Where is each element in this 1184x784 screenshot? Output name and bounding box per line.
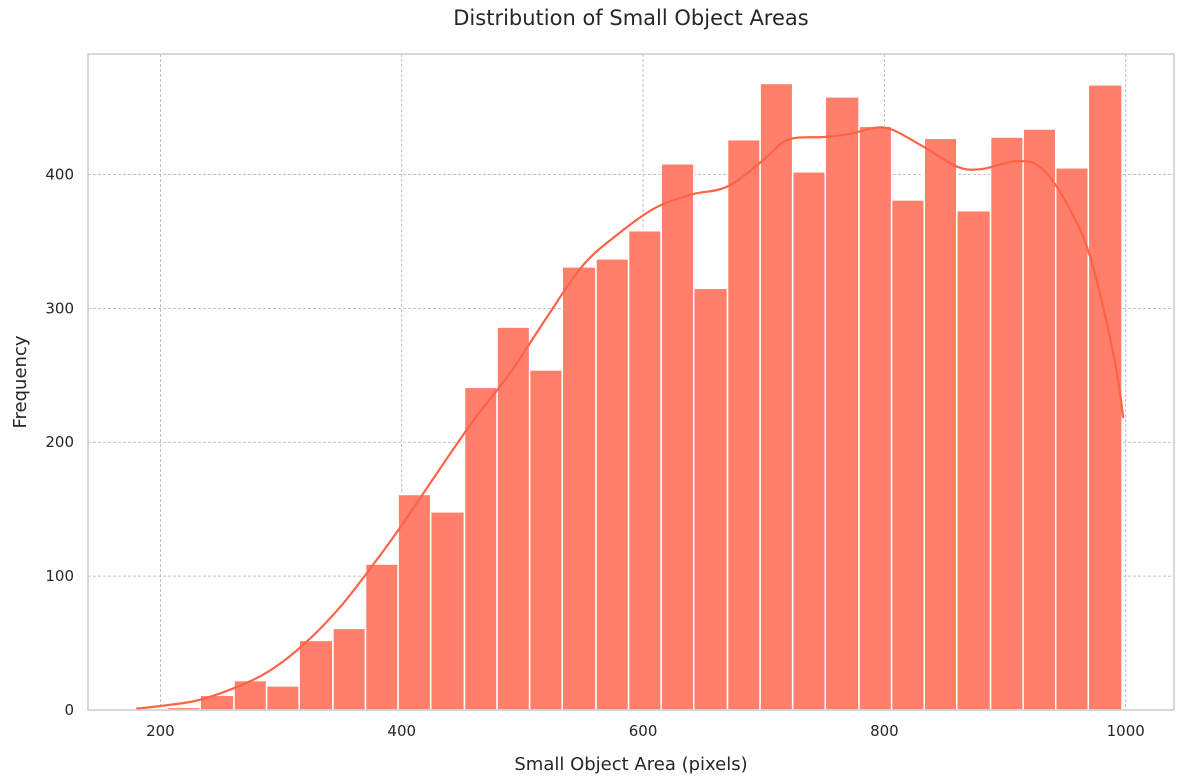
histogram-bar-24 — [923, 137, 958, 711]
histogram-bar-10 — [463, 386, 498, 711]
histogram-bar-29 — [1087, 84, 1123, 711]
x-axis-label: Small Object Area (pixels) — [514, 754, 747, 775]
y-tick-label-300: 300 — [45, 299, 74, 317]
histogram-bar-26 — [989, 136, 1024, 711]
kde-density-line — [136, 126, 1125, 710]
histogram-bar-6 — [332, 627, 367, 711]
y-tick-label-400: 400 — [45, 165, 74, 183]
y-tick-label-0: 0 — [64, 701, 74, 719]
histogram-bar-14 — [595, 258, 630, 711]
histogram-bar-11 — [496, 326, 531, 711]
histogram-bar-18 — [726, 138, 761, 711]
x-axis-ticks: 200 400 600 800 1000 — [146, 722, 1145, 740]
x-tick-label-400: 400 — [387, 722, 416, 740]
kde-curve-layer — [136, 126, 1125, 710]
histogram-bar-20 — [791, 171, 827, 711]
y-axis-ticks: 0 100 200 300 400 — [45, 165, 74, 719]
y-axis-label: Frequency — [10, 335, 31, 428]
histogram-bar-12 — [528, 369, 563, 711]
x-tick-label-1000: 1000 — [1107, 722, 1145, 740]
x-tick-label-200: 200 — [146, 722, 175, 740]
histogram-bar-9 — [429, 511, 466, 711]
histogram-bars — [134, 82, 1123, 711]
chart-title: Distribution of Small Object Areas — [453, 6, 808, 30]
plot-frame — [87, 53, 1175, 711]
histogram-bar-27 — [1022, 128, 1057, 711]
histogram-bar-23 — [890, 199, 925, 711]
histogram-bar-5 — [298, 639, 334, 711]
histogram-bar-13 — [561, 266, 597, 711]
x-tick-label-800: 800 — [870, 722, 899, 740]
histogram-bar-19 — [759, 82, 794, 711]
y-tick-label-200: 200 — [45, 433, 74, 451]
histogram-bar-16 — [660, 163, 695, 711]
histogram-bar-25 — [956, 209, 992, 711]
histogram-bar-22 — [858, 125, 893, 711]
histogram-bar-4 — [265, 685, 300, 711]
histogram-bar-21 — [824, 96, 860, 711]
histogram-bar-17 — [692, 287, 729, 711]
histogram-bar-15 — [627, 229, 662, 711]
y-tick-label-100: 100 — [45, 567, 74, 585]
x-tick-label-600: 600 — [629, 722, 658, 740]
histogram-bar-7 — [364, 563, 399, 711]
histogram-bar-8 — [397, 493, 432, 711]
histogram-bar-28 — [1054, 167, 1090, 711]
